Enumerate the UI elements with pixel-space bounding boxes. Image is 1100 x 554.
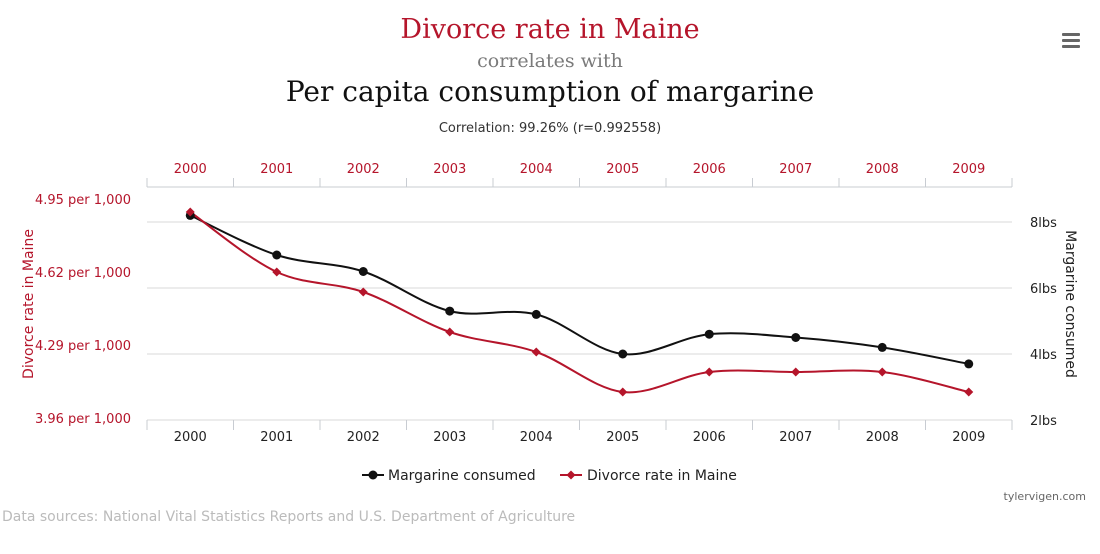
series-line-divorce xyxy=(189,211,969,394)
x-tick-label-top: 2001 xyxy=(260,162,293,177)
data-point-margarine xyxy=(358,267,368,276)
legend-label-divorce: Divorce rate in Maine xyxy=(587,468,737,484)
legend-marker-margarine xyxy=(368,470,378,480)
x-tick-label-top: 2009 xyxy=(952,162,985,177)
chart-title-secondary: Per capita consumption of margarine xyxy=(285,75,815,108)
x-tick-label-bottom: 2003 xyxy=(433,430,466,445)
correlation-text: Correlation: 99.26% (r=0.992558) xyxy=(438,121,662,136)
x-tick-label-top: 2007 xyxy=(779,162,812,177)
right-axis-tick-label: 4lbs xyxy=(1030,348,1057,363)
data-sources-text: Data sources: National Vital Statistics … xyxy=(2,509,576,525)
x-tick-label-top: 2002 xyxy=(347,162,380,177)
x-tick-label-top: 2000 xyxy=(174,162,207,177)
right-axis-tick-label: 2lbs xyxy=(1030,414,1057,429)
data-point-margarine xyxy=(964,359,974,369)
x-tick-label-bottom: 2001 xyxy=(260,430,293,445)
left-axis-tick-label: 4.29 per 1,000 xyxy=(35,339,131,354)
left-axis-title: Divorce rate in Maine xyxy=(21,229,37,379)
data-point-divorce xyxy=(445,327,455,337)
x-tick-label-bottom: 2008 xyxy=(866,430,899,445)
x-tick-label-bottom: 2002 xyxy=(347,430,380,445)
legend-label-margarine: Margarine consumed xyxy=(388,468,536,484)
right-axis-tick-label: 8lbs xyxy=(1030,216,1057,231)
data-point-margarine xyxy=(704,329,714,339)
data-point-divorce xyxy=(272,267,282,277)
x-tick-label-bottom: 2006 xyxy=(693,430,726,445)
data-point-margarine xyxy=(272,250,282,260)
hamburger-menu-icon[interactable] xyxy=(1060,31,1082,51)
x-tick-label-bottom: 2007 xyxy=(779,430,812,445)
x-tick-label-bottom: 2000 xyxy=(174,430,207,445)
x-tick-label-bottom: 2005 xyxy=(606,430,639,445)
series-line-margarine xyxy=(189,214,969,365)
chart-title-connector: correlates with xyxy=(477,50,623,72)
data-point-margarine xyxy=(445,306,455,316)
legend-marker-divorce xyxy=(566,470,576,480)
data-point-divorce xyxy=(358,287,368,297)
data-point-divorce xyxy=(791,367,801,377)
x-tick-label-top: 2003 xyxy=(433,162,466,177)
left-axis-tick-label: 4.62 per 1,000 xyxy=(35,266,131,281)
right-axis-title: Margarine consumed xyxy=(1062,230,1078,378)
x-tick-label-top: 2008 xyxy=(866,162,899,177)
data-point-divorce xyxy=(618,387,628,397)
data-point-divorce xyxy=(531,347,541,357)
data-point-margarine xyxy=(531,309,541,319)
data-point-margarine xyxy=(877,342,887,352)
x-tick-label-top: 2005 xyxy=(606,162,639,177)
x-tick-label-top: 2004 xyxy=(520,162,553,177)
data-point-divorce xyxy=(964,387,974,397)
data-point-divorce xyxy=(877,367,887,377)
chart-title-primary: Divorce rate in Maine xyxy=(400,14,700,45)
right-axis-tick-label: 6lbs xyxy=(1030,282,1057,297)
left-axis-tick-label: 3.96 per 1,000 xyxy=(35,412,131,427)
left-axis-tick-label: 4.95 per 1,000 xyxy=(35,193,131,208)
x-tick-label-bottom: 2004 xyxy=(520,430,553,445)
x-tick-label-bottom: 2009 xyxy=(952,430,985,445)
credit-text[interactable]: tylervigen.com xyxy=(1003,490,1086,503)
data-point-margarine xyxy=(618,349,628,359)
data-point-divorce xyxy=(185,207,195,217)
data-point-divorce xyxy=(704,367,714,377)
data-point-margarine xyxy=(791,333,801,342)
x-tick-label-top: 2006 xyxy=(693,162,726,177)
